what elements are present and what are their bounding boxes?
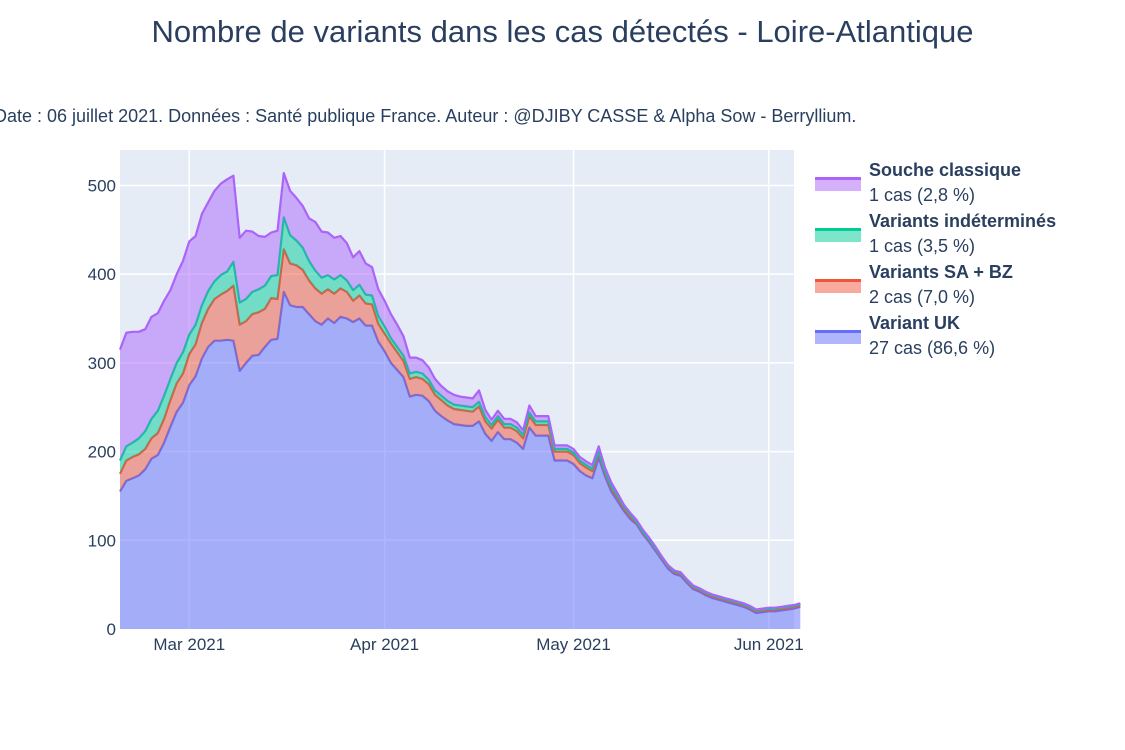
x-tick-label: May 2021 — [536, 635, 611, 654]
chart-title: Nombre de variants dans les cas détectés… — [151, 14, 974, 49]
legend-swatch-icon — [815, 177, 861, 191]
x-tick-label: Mar 2021 — [153, 635, 225, 654]
legend-series-detail: 2 cas (7,0 %) — [869, 287, 976, 307]
area-variant-uk — [120, 291, 801, 629]
y-tick-label: 0 — [107, 620, 116, 639]
legend-series-detail: 1 cas (2,8 %) — [869, 185, 976, 205]
chart-subtitle: Date : 06 juillet 2021. Données : Santé … — [0, 106, 857, 126]
legend-series-name: Souche classique — [869, 160, 1022, 180]
legend-series-name: Variants indéterminés — [869, 211, 1057, 231]
axis-ticks: 0 100 200 300 400 500 Mar 2021 Apr 2021 May 2021… — [88, 176, 804, 654]
line-souche-classique — [118, 172, 801, 611]
stacked-areas — [118, 172, 801, 629]
y-tick-label: 500 — [88, 176, 116, 195]
y-tick-label: 300 — [88, 354, 116, 373]
legend-series-name: Variant UK — [869, 313, 961, 333]
x-tick-label: Jun 2021 — [734, 635, 804, 654]
x-tick-label: Apr 2021 — [350, 635, 419, 654]
legend-series-detail: 1 cas (3,5 %) — [869, 236, 976, 256]
y-tick-label: 100 — [88, 531, 116, 550]
legend-swatch-icon — [815, 279, 861, 293]
legend-swatch-icon — [815, 228, 861, 242]
y-tick-label: 400 — [88, 265, 116, 284]
legend-swatch-icon — [815, 330, 861, 344]
legend-series-detail: 27 cas (86,6 %) — [869, 338, 996, 358]
y-tick-label: 200 — [88, 443, 116, 462]
legend-series-name: Variants SA + BZ — [869, 262, 1013, 282]
